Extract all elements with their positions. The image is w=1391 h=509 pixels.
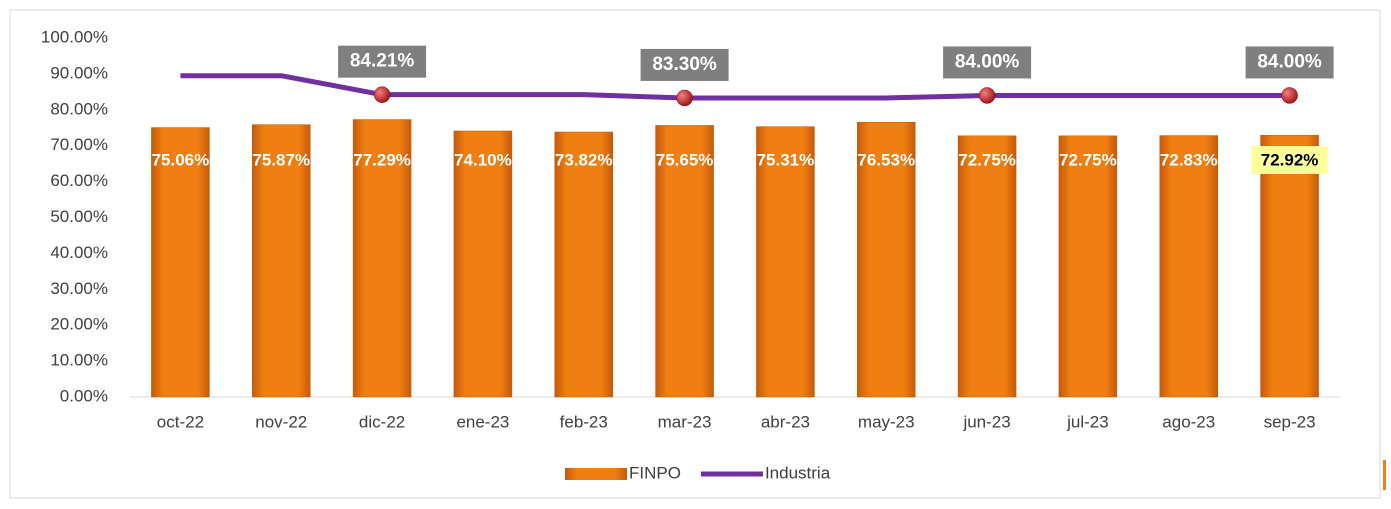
- bar: [151, 127, 210, 398]
- value-label: 72.83%: [1160, 150, 1218, 169]
- bar: [554, 131, 613, 398]
- value-label: 77.29%: [353, 150, 411, 169]
- edge-mark: [1383, 460, 1386, 490]
- value-label: 76.53%: [857, 150, 915, 169]
- x-tick-label: dic-22: [359, 412, 405, 431]
- bar: [1159, 135, 1218, 398]
- bar: [1058, 135, 1118, 398]
- marker: [373, 86, 391, 103]
- value-label: 75.31%: [757, 150, 815, 169]
- y-tick-label: 20.00%: [50, 315, 108, 334]
- y-tick-label: 50.00%: [50, 207, 108, 226]
- y-tick-label: 60.00%: [50, 171, 108, 190]
- bar: [1260, 134, 1319, 398]
- marker: [676, 89, 693, 107]
- value-label: 75.65%: [656, 150, 714, 169]
- x-tick-label: abr-23: [761, 412, 810, 431]
- bar: [252, 124, 311, 398]
- value-label: 75.06%: [152, 150, 210, 169]
- x-tick-label: nov-22: [255, 412, 307, 431]
- x-tick-label: may-23: [858, 412, 915, 431]
- value-label-bg: [943, 46, 1032, 79]
- value-label: 83.30%: [652, 54, 717, 75]
- value-label: 73.82%: [555, 150, 613, 169]
- x-tick-label: ene-23: [456, 412, 509, 431]
- value-label: 74.10%: [454, 150, 512, 169]
- x-tick-label: ago-23: [1162, 412, 1215, 431]
- value-label: 84.21%: [350, 51, 415, 72]
- value-label-bg: [640, 48, 729, 81]
- line: [180, 73, 1290, 101]
- x-tick-label: jun-23: [962, 412, 1010, 431]
- legend-swatch: [565, 468, 627, 480]
- y-tick-label: 40.00%: [50, 243, 108, 262]
- x-tick-label: feb-23: [560, 412, 608, 431]
- value-label-bg: [1251, 146, 1328, 174]
- value-label: 72.75%: [1059, 150, 1117, 169]
- x-tick-label: mar-23: [658, 412, 712, 431]
- value-label: 72.75%: [958, 150, 1016, 169]
- y-tick-label: 10.00%: [50, 351, 108, 370]
- x-tick-label: oct-22: [157, 412, 204, 431]
- y-tick-label: 90.00%: [50, 63, 108, 82]
- x-tick-label: sep-23: [1264, 412, 1316, 431]
- x-tick-label: jul-23: [1066, 412, 1109, 431]
- value-label-bg: [1245, 46, 1334, 79]
- legend-label: Industria: [765, 463, 831, 482]
- bar: [352, 119, 412, 398]
- y-tick-label: 70.00%: [50, 135, 108, 154]
- marker: [978, 87, 996, 104]
- bar: [756, 126, 815, 398]
- bar: [453, 130, 513, 398]
- marker: [1281, 87, 1298, 104]
- value-label: 84.00%: [1257, 51, 1322, 72]
- value-label: 75.87%: [252, 150, 310, 169]
- value-label-bg: [338, 45, 427, 78]
- bar: [857, 122, 916, 398]
- y-tick-label: 80.00%: [50, 99, 108, 118]
- y-tick-label: 100.00%: [41, 27, 108, 46]
- value-label: 84.00%: [955, 51, 1020, 72]
- bar: [655, 125, 714, 398]
- legend-label: FINPO: [629, 463, 681, 482]
- y-tick-label: 30.00%: [50, 279, 108, 298]
- bar: [957, 135, 1017, 398]
- value-label: 72.92%: [1261, 150, 1319, 169]
- y-tick-label: 0.00%: [60, 386, 108, 405]
